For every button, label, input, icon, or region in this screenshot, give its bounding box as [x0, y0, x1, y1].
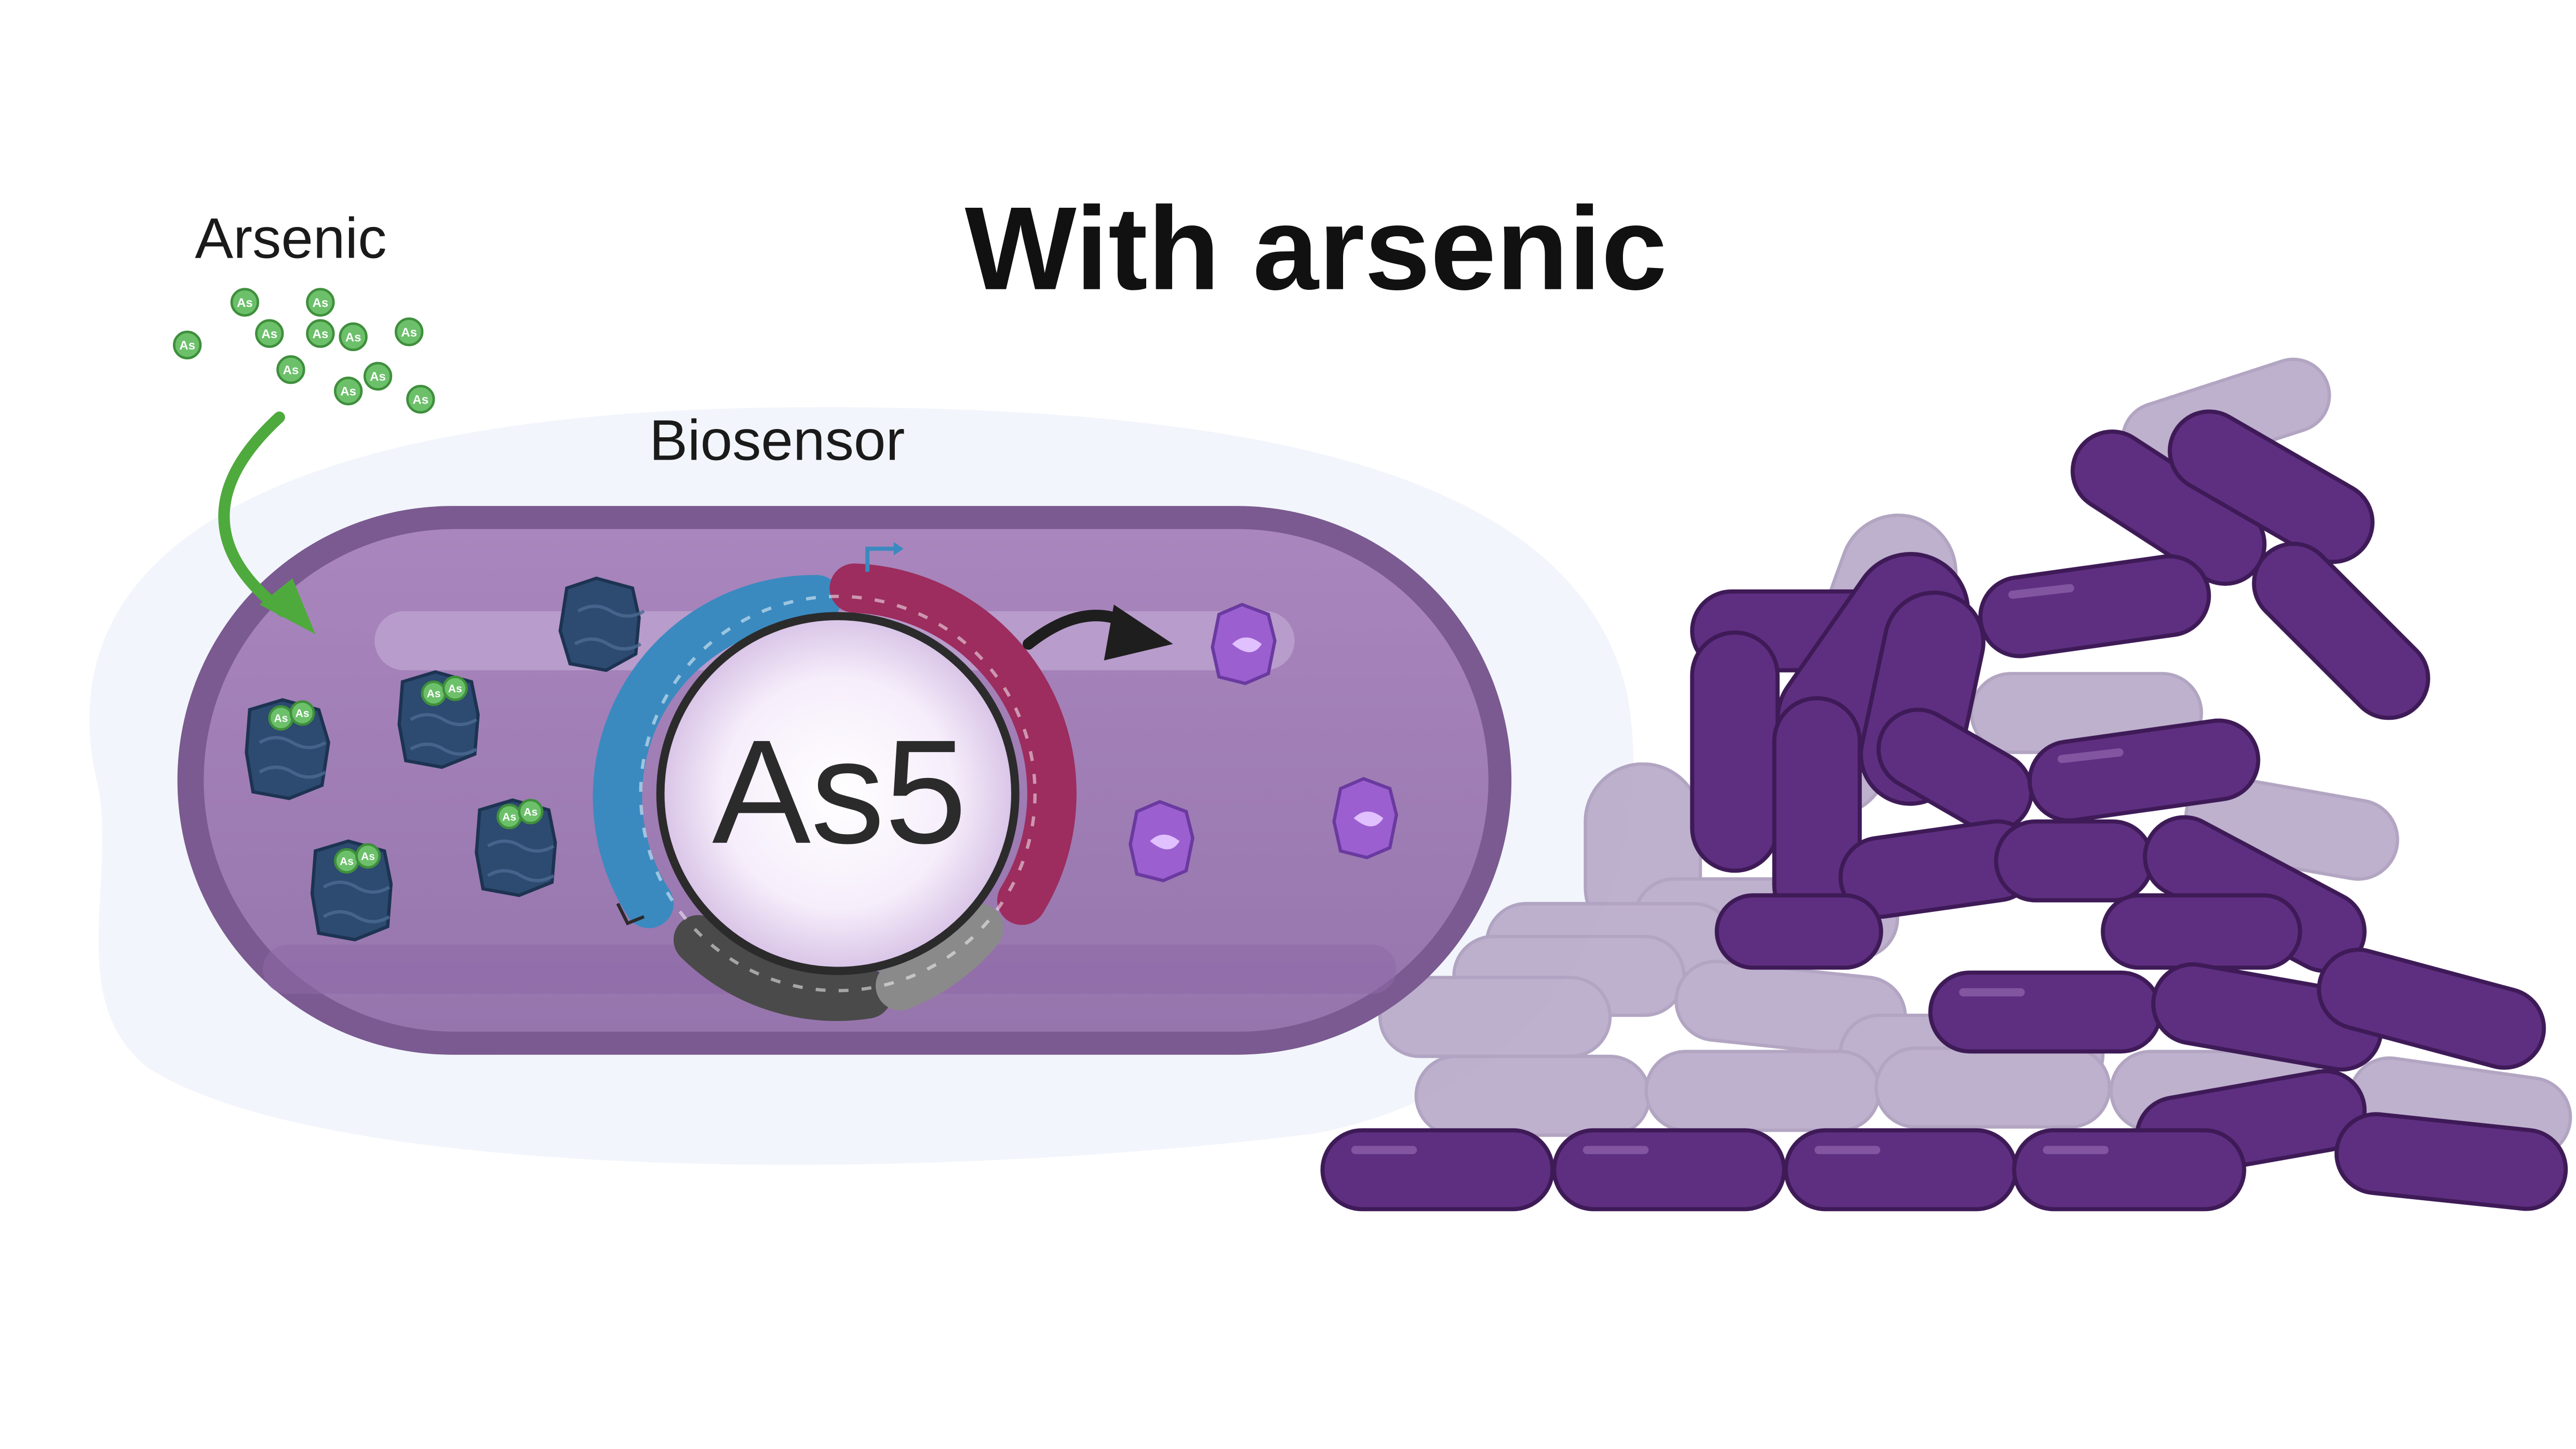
arsenic-molecule: As	[276, 355, 305, 384]
colony-rod	[1876, 707, 2034, 834]
colony-rod	[1994, 819, 2154, 903]
arsenic-molecule: As	[497, 803, 522, 829]
reporter-proteins	[1129, 602, 1399, 882]
arsenic-symbol: As	[340, 385, 356, 399]
colony-rod	[1978, 554, 2211, 659]
arsenic-symbol: As	[345, 330, 361, 344]
arsenic-inflow-arrow-icon	[218, 411, 289, 617]
colony-rod	[2252, 542, 2431, 720]
arsenic-molecule: As	[333, 377, 363, 406]
colony-rod	[2167, 409, 2375, 564]
biosensor-label: Biosensor	[649, 409, 905, 473]
arsenic-symbol: As	[340, 855, 354, 867]
reporter-protein	[1211, 602, 1277, 686]
arsenic-molecules: As As As As As As As As As As As	[172, 288, 435, 414]
colony-rod	[1690, 630, 1780, 873]
arsenic-molecule: As	[172, 330, 202, 359]
colony-rod	[1552, 1128, 1787, 1212]
arsenic-symbol: As	[361, 851, 375, 863]
arsenic-molecule: As	[394, 317, 424, 346]
arsenic-symbol: As	[261, 327, 277, 341]
arsenic-symbol: As	[427, 688, 441, 700]
arsenic-symbol: As	[401, 326, 417, 340]
gene-segment-red	[829, 564, 1077, 925]
arsenic-symbol: As	[274, 713, 288, 725]
colony-rod	[1414, 1054, 1652, 1137]
colony-rod	[2028, 718, 2261, 823]
arsenic-symbol: As	[296, 708, 310, 720]
arsenic-molecule: As	[406, 384, 435, 414]
arsenic-molecule: As	[442, 675, 468, 701]
arsenic-label: Arsenic	[195, 207, 386, 271]
arsenic-symbol: As	[412, 393, 428, 407]
arsenic-molecule: As	[268, 705, 294, 731]
promoter-icon	[865, 546, 894, 572]
colony-rod	[1644, 1050, 1881, 1132]
arsenic-symbol: As	[524, 806, 538, 818]
colony-rod	[1320, 1128, 1555, 1212]
colony-rod	[1783, 1128, 2018, 1212]
colony-rod	[1928, 970, 2163, 1054]
arsenic-molecule: As	[306, 319, 335, 348]
colony-rod	[2334, 1112, 2568, 1211]
colony-rod	[2317, 947, 2546, 1070]
arsenic-molecule: As	[333, 848, 359, 874]
arsenic-molecule: As	[230, 288, 260, 317]
arsenic-molecule: As	[255, 319, 284, 348]
arsenic-symbol: As	[448, 683, 462, 695]
colony-rod	[1714, 893, 1883, 970]
reporter-protein	[1332, 776, 1399, 860]
arsenic-symbol: As	[179, 339, 195, 353]
plasmid: As5	[593, 542, 1077, 1021]
bound-arsenic-molecules: As As As As As As As As	[268, 675, 544, 874]
reporter-protein	[1129, 800, 1195, 882]
gene-segment-blue	[593, 575, 841, 929]
repressor-protein	[558, 576, 641, 672]
arsenic-symbol: As	[312, 327, 328, 341]
arsenic-molecule: As	[306, 288, 335, 317]
arsenic-molecule: As	[363, 361, 393, 391]
colony-rod	[2012, 1128, 2246, 1212]
arsenic-molecule: As	[339, 322, 368, 352]
arsenic-molecule: As	[289, 700, 315, 726]
arsenic-symbol: As	[312, 296, 328, 310]
gene-segment-dark	[673, 915, 892, 1021]
arsenic-symbol: As	[283, 364, 299, 378]
arsenic-molecule: As	[421, 680, 447, 706]
diagram-title: With arsenic	[965, 183, 1667, 315]
colony-rod	[1874, 1046, 2111, 1129]
plasmid-backbone	[656, 612, 1019, 975]
terminator-icon	[616, 903, 645, 925]
plasmid-label: As5	[712, 709, 967, 875]
arsenic-symbol: As	[237, 296, 253, 310]
bacteria-colony	[1320, 357, 2572, 1212]
arsenic-symbol: As	[502, 811, 516, 823]
arsenic-molecule: As	[518, 799, 544, 825]
colony-rod	[2101, 893, 2302, 970]
arsenic-symbol: As	[370, 370, 386, 384]
arsenic-molecule: As	[355, 843, 381, 869]
